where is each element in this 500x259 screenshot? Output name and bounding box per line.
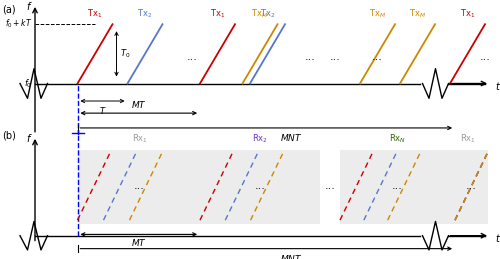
Text: ...: ...: [134, 182, 144, 191]
Text: Tx$_2$: Tx$_2$: [138, 8, 152, 20]
Text: Tx$_1$: Tx$_1$: [460, 8, 475, 20]
Text: $T_0$: $T_0$: [120, 48, 131, 60]
Bar: [340, 150, 455, 224]
Bar: [455, 150, 488, 224]
Text: $t$: $t$: [495, 232, 500, 244]
Bar: [200, 150, 320, 224]
Text: ...: ...: [304, 52, 316, 62]
Text: Rx$_2$: Rx$_2$: [252, 133, 268, 145]
Text: Rx$_1$: Rx$_1$: [132, 133, 148, 145]
Text: ...: ...: [330, 52, 340, 62]
Text: ...: ...: [187, 52, 198, 62]
Text: Rx$_N$: Rx$_N$: [389, 133, 406, 145]
Text: $MT$: $MT$: [131, 99, 146, 110]
Text: $MNT$: $MNT$: [280, 132, 302, 143]
Text: ...: ...: [480, 52, 490, 62]
Text: Tx$_M$: Tx$_M$: [369, 8, 386, 20]
Text: Rx$_1$: Rx$_1$: [460, 133, 475, 145]
Text: ...: ...: [372, 52, 383, 62]
Text: (b): (b): [2, 131, 16, 141]
Text: Tx$_1$: Tx$_1$: [210, 8, 225, 20]
Text: Tx$_M$: Tx$_M$: [409, 8, 426, 20]
Text: $MNT$: $MNT$: [280, 253, 302, 259]
Text: $f$: $f$: [26, 132, 32, 144]
Text: Tx$_1$: Tx$_1$: [88, 8, 102, 20]
Text: ...: ...: [254, 182, 266, 191]
Text: $t$: $t$: [495, 80, 500, 92]
Text: Tx$_M$: Tx$_M$: [252, 8, 268, 20]
Text: ...: ...: [324, 182, 336, 191]
Text: $MT$: $MT$: [131, 237, 146, 248]
Text: ...: ...: [392, 182, 403, 191]
Text: ...: ...: [466, 182, 476, 191]
Bar: [78, 150, 200, 224]
Text: Tx$_2$: Tx$_2$: [260, 8, 275, 20]
Text: $f_0$: $f_0$: [24, 77, 32, 90]
Text: $f_0+kT$: $f_0+kT$: [5, 18, 32, 31]
Text: $f$: $f$: [26, 0, 32, 12]
Text: $T$: $T$: [98, 105, 106, 116]
Text: (a): (a): [2, 4, 16, 14]
